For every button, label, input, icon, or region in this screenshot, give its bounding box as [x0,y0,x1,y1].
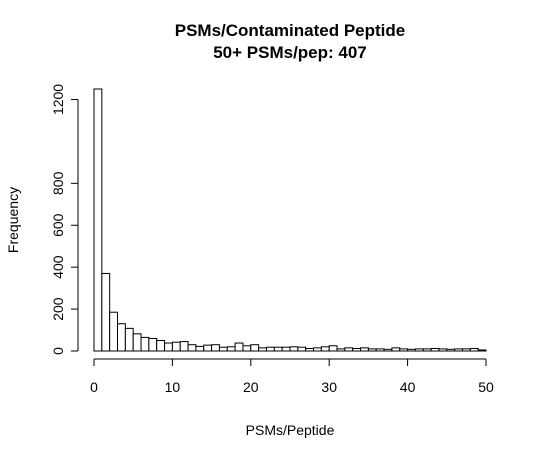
histogram-bar [203,344,213,352]
y-tick-label: 400 [50,255,66,279]
y-tick-label: 0 [50,347,66,355]
histogram-bar [352,347,362,352]
histogram-bar [124,327,134,352]
histogram-bar [179,341,189,352]
y-tick-label: 1200 [50,84,66,115]
histogram-bar [234,342,244,352]
histogram-bar [430,347,440,352]
histogram-bar [211,344,220,352]
histogram-bar [313,347,322,352]
histogram-bar [140,336,150,352]
histogram-bar [148,337,158,352]
histogram-bar [407,348,416,352]
histogram-bar [156,340,166,352]
histogram-bar [454,348,463,352]
histogram-bar [328,345,338,352]
histogram-bar [360,347,369,352]
y-axis: 0 200 400 600 800 1200 [50,84,79,355]
histogram-bar [218,346,228,352]
histogram-bar [258,347,267,352]
y-tick-label: 200 [50,297,66,321]
histogram-bar [414,348,424,352]
bars-group [93,88,487,352]
histogram-bar [187,344,197,352]
histogram-bar [469,347,479,352]
x-tick-label: 20 [243,379,259,395]
histogram-bar [109,311,119,352]
x-tick-label: 50 [478,379,494,395]
histogram-bar [265,346,275,352]
histogram-bar [375,348,385,352]
histogram-bar [132,333,142,352]
histogram-bar [422,348,432,352]
histogram-bar [101,272,111,352]
histogram-bar [305,347,315,352]
x-axis-label: PSMs/Peptide [246,422,335,438]
histogram-bar [399,348,409,352]
histogram-bar [438,348,448,352]
histogram-bar [297,346,307,352]
x-tick-label: 10 [165,379,181,395]
histogram-bar [477,349,487,352]
histogram-bar [164,342,173,352]
histogram-bar [195,345,205,352]
histogram-bar [281,346,291,352]
histogram-bar [367,348,377,352]
histogram-bar [250,344,260,352]
histogram-bar [383,348,393,352]
chart-subtitle: 50+ PSMs/pep: 407 [213,43,367,62]
histogram-bar [242,345,252,352]
histogram-bar [446,348,456,352]
histogram-bar [117,323,126,352]
y-axis-label: Frequency [5,187,21,253]
x-tick-label: 0 [90,379,98,395]
histogram-bar [226,346,236,352]
histogram-bar [461,348,471,352]
x-tick-label: 40 [400,379,416,395]
chart-title: PSMs/Contaminated Peptide [175,21,405,40]
y-tick-label: 800 [50,171,66,195]
x-axis: 0 10 20 30 40 50 [90,358,494,395]
histogram-bar [344,347,354,352]
y-tick-label: 600 [50,213,66,237]
x-tick-label: 30 [321,379,337,395]
histogram-bar [273,346,283,352]
histogram-bar [391,347,401,352]
histogram-bar [336,348,346,352]
histogram-bar [171,341,181,352]
histogram-bar [320,346,330,352]
histogram-bar [289,346,299,352]
histogram-bar [93,88,103,352]
